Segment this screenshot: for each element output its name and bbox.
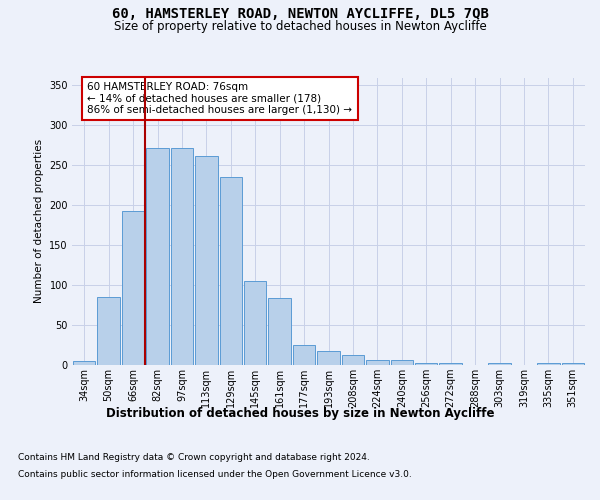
Bar [341,354,364,365]
Text: Distribution of detached houses by size in Newton Aycliffe: Distribution of detached houses by size … [106,408,494,420]
Bar [244,281,266,365]
Text: 60, HAMSTERLEY ROAD, NEWTON AYCLIFFE, DL5 7QB: 60, HAMSTERLEY ROAD, NEWTON AYCLIFFE, DL… [112,8,488,22]
Bar [220,176,242,365]
Y-axis label: Number of detached properties: Number of detached properties [34,139,44,304]
Bar [366,360,389,365]
Bar [97,297,120,365]
Bar [439,362,462,365]
Bar [391,360,413,365]
Bar [122,211,145,365]
Text: Contains HM Land Registry data © Crown copyright and database right 2024.: Contains HM Land Registry data © Crown c… [18,452,370,462]
Bar [562,362,584,365]
Bar [195,156,218,365]
Bar [146,148,169,365]
Text: Contains public sector information licensed under the Open Government Licence v3: Contains public sector information licen… [18,470,412,479]
Bar [317,352,340,365]
Bar [73,361,95,365]
Bar [293,345,316,365]
Bar [537,362,560,365]
Bar [488,362,511,365]
Bar [170,148,193,365]
Bar [268,298,291,365]
Text: 60 HAMSTERLEY ROAD: 76sqm
← 14% of detached houses are smaller (178)
86% of semi: 60 HAMSTERLEY ROAD: 76sqm ← 14% of detac… [88,82,352,115]
Bar [415,362,437,365]
Text: Size of property relative to detached houses in Newton Aycliffe: Size of property relative to detached ho… [113,20,487,33]
